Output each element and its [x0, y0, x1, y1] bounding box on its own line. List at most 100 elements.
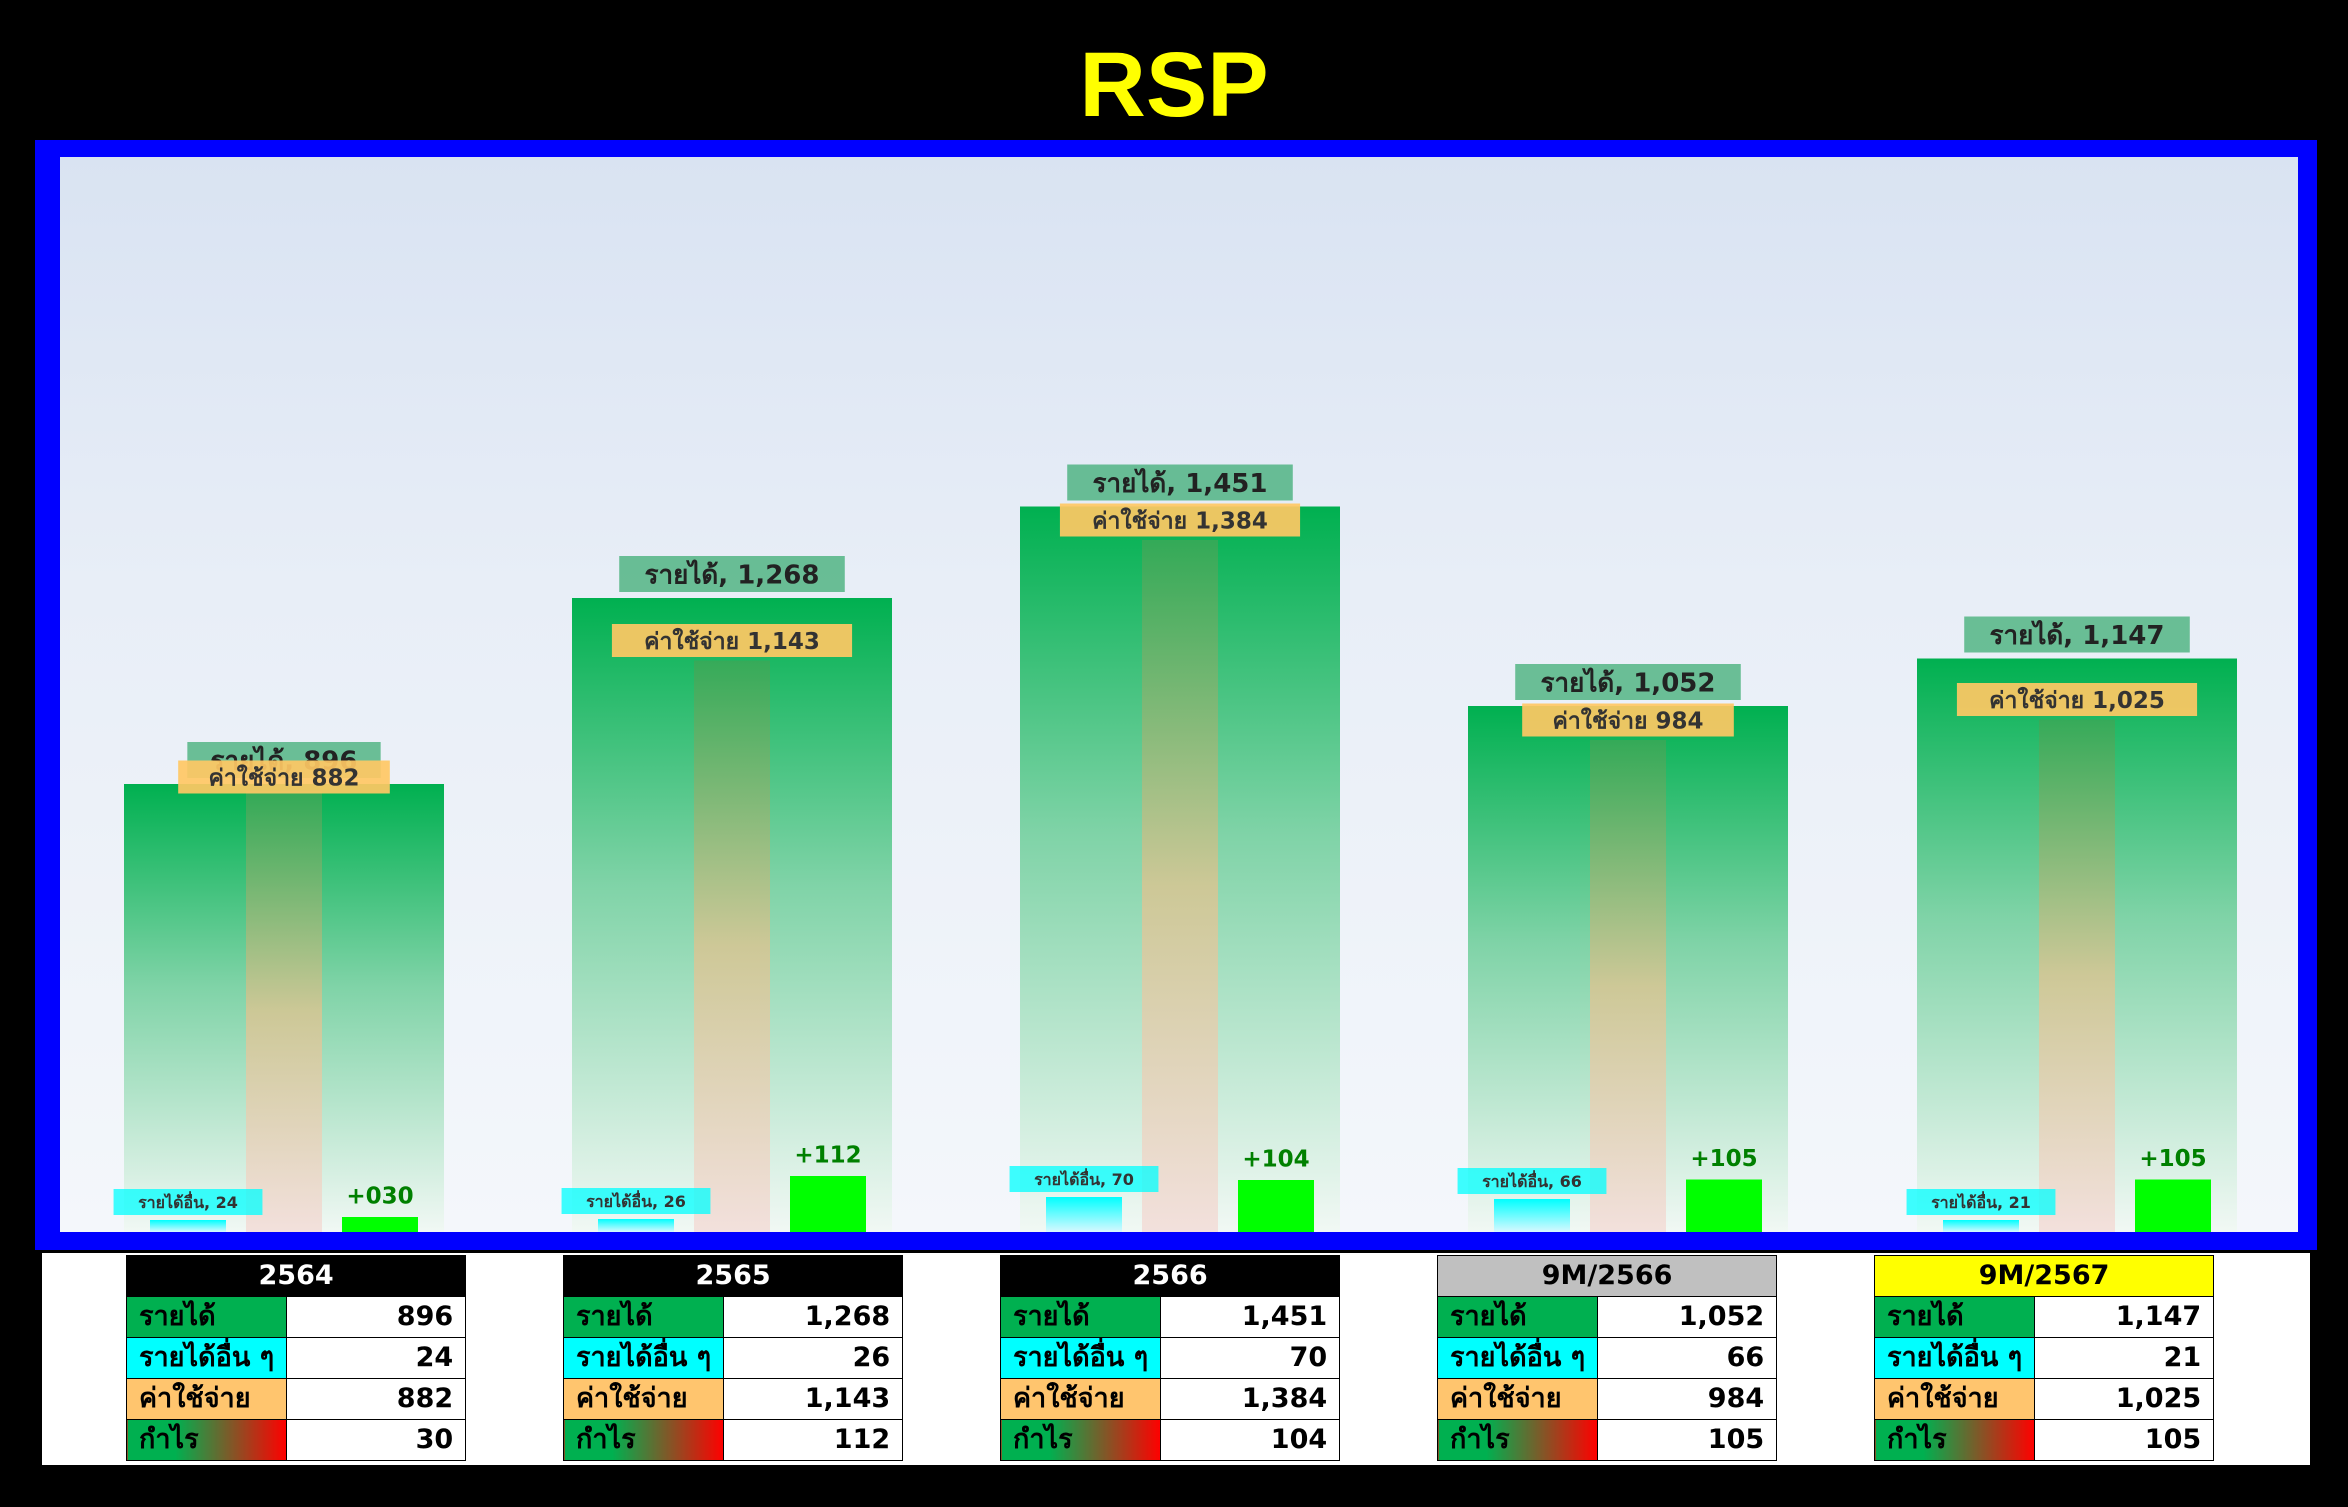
row-value: 66 — [1597, 1337, 1778, 1379]
label-profit-1: +112 — [794, 1142, 861, 1168]
bar-profit-1 — [790, 1176, 866, 1232]
row-value: 26 — [723, 1337, 904, 1379]
row-label: ค่าใช้จ่าย — [1873, 1378, 2036, 1420]
summary-table: 2564 รายได้ 896 รายได้อื่น ๆ 24 ค่าใช้จ่าย 882… — [125, 1255, 467, 1461]
label-other-income-3-text: รายได้อื่น, 66 — [1482, 1170, 1582, 1191]
label-revenue-4-text: รายได้, 1,147 — [1990, 619, 2165, 651]
row-label: รายได้ — [1436, 1296, 1599, 1338]
row-label: รายได้อื่น ๆ — [999, 1337, 1162, 1379]
row-value: 24 — [286, 1337, 467, 1379]
row-label: รายได้อื่น ๆ — [1436, 1337, 1599, 1379]
row-value: 984 — [1597, 1378, 1778, 1420]
summary-table: 2566 รายได้ 1,451 รายได้อื่น ๆ 70 ค่าใช้จ่าย 1… — [999, 1255, 1341, 1461]
label-expense-4-bg — [1956, 683, 2198, 716]
label-profit-1-text: +112 — [794, 1142, 861, 1168]
row-value: 1,052 — [1597, 1296, 1778, 1338]
label-other-income-4: รายได้อื่น, 21 — [1906, 1189, 2056, 1215]
label-profit-0-text: +030 — [346, 1183, 413, 1209]
label-other-income-2-bg — [1009, 1166, 1159, 1192]
bar-profit-4 — [2135, 1179, 2211, 1232]
summary-table: 9M/2567 รายได้ 1,147 รายได้อื่น ๆ 21 ค่าใช้จ่… — [1873, 1255, 2215, 1461]
label-other-income-3-bg — [1457, 1168, 1607, 1194]
bar-expense-3 — [1590, 740, 1666, 1232]
table-row: รายได้ 1,451 — [999, 1296, 1341, 1338]
row-label: รายได้ — [125, 1296, 288, 1338]
label-other-income-2: รายได้อื่น, 70 — [1009, 1166, 1159, 1192]
bar-expense-2 — [1142, 540, 1218, 1232]
table-row: ค่าใช้จ่าย 882 — [125, 1378, 467, 1420]
bar-other-income-0 — [150, 1220, 226, 1232]
bar-expense-0 — [246, 791, 322, 1232]
table-header: 9M/2566 — [1436, 1255, 1778, 1297]
label-revenue-4: รายได้, 1,147 — [1964, 616, 2190, 653]
bar-other-income-1 — [598, 1219, 674, 1232]
table-row: กำไร 112 — [562, 1419, 904, 1461]
row-label: กำไร — [999, 1419, 1162, 1461]
label-other-income-3: รายได้อื่น, 66 — [1457, 1168, 1607, 1194]
label-other-income-4-bg — [1906, 1189, 2056, 1215]
table-row: กำไร 30 — [125, 1419, 467, 1461]
label-revenue-3-bg — [1515, 664, 1741, 700]
label-profit-4-text: +105 — [2139, 1146, 2206, 1172]
row-value: 112 — [723, 1419, 904, 1461]
row-label: ค่าใช้จ่าย — [1436, 1378, 1599, 1420]
table-row: ค่าใช้จ่าย 1,143 — [562, 1378, 904, 1420]
label-profit-2: +104 — [1242, 1146, 1309, 1172]
label-revenue-4-bg — [1964, 616, 2190, 653]
label-expense-0-bg — [178, 760, 390, 794]
table-row: ค่าใช้จ่าย 1,384 — [999, 1378, 1341, 1420]
table-row: รายได้อื่น ๆ 21 — [1873, 1337, 2215, 1379]
table-row: รายได้ 1,268 — [562, 1296, 904, 1338]
bar-profit-0 — [342, 1217, 418, 1232]
label-other-income-0-text: รายได้อื่น, 24 — [138, 1191, 238, 1212]
row-label: รายได้ — [999, 1296, 1162, 1338]
table-header: 2565 — [562, 1255, 904, 1297]
row-label: รายได้อื่น ๆ — [1873, 1337, 2036, 1379]
row-value: 882 — [286, 1378, 467, 1420]
label-expense-0: ค่าใช้จ่าย 882 — [178, 760, 390, 794]
summary-tables: 2564 รายได้ 896 รายได้อื่น ๆ 24 ค่าใช้จ่าย 882… — [42, 1253, 2310, 1465]
label-expense-2-bg — [1059, 503, 1301, 537]
table-row: รายได้ 1,052 — [1436, 1296, 1778, 1338]
table-header: 9M/2567 — [1873, 1255, 2215, 1297]
label-expense-3: ค่าใช้จ่าย 984 — [1522, 703, 1734, 737]
label-expense-0-text: ค่าใช้จ่าย 882 — [208, 763, 359, 791]
label-profit-0: +030 — [346, 1183, 413, 1209]
bar-expense-4 — [2039, 719, 2115, 1232]
label-revenue-2: รายได้, 1,451 — [1067, 464, 1293, 501]
row-label: รายได้อื่น ๆ — [562, 1337, 725, 1379]
row-label: กำไร — [125, 1419, 288, 1461]
row-label: กำไร — [562, 1419, 725, 1461]
bar-profit-2 — [1238, 1180, 1314, 1232]
label-expense-2-text: ค่าใช้จ่าย 1,384 — [1092, 506, 1268, 534]
row-value: 1,384 — [1160, 1378, 1341, 1420]
label-expense-1-text: ค่าใช้จ่าย 1,143 — [644, 627, 820, 655]
label-revenue-1: รายได้, 1,268 — [619, 556, 845, 592]
bar-other-income-2 — [1046, 1197, 1122, 1232]
label-profit-4: +105 — [2139, 1146, 2206, 1172]
row-label: กำไร — [1873, 1419, 2036, 1461]
table-row: กำไร 105 — [1436, 1419, 1778, 1461]
label-other-income-2-text: รายได้อื่น, 70 — [1034, 1168, 1134, 1189]
label-profit-3-text: +105 — [1690, 1146, 1757, 1172]
row-value: 1,451 — [1160, 1296, 1341, 1338]
label-revenue-3-text: รายได้, 1,052 — [1541, 666, 1716, 698]
row-value: 70 — [1160, 1337, 1341, 1379]
bar-other-income-4 — [1943, 1220, 2019, 1232]
label-expense-4-text: ค่าใช้จ่าย 1,025 — [1989, 686, 2165, 714]
label-other-income-0-bg — [113, 1189, 263, 1215]
label-profit-2-text: +104 — [1242, 1146, 1309, 1172]
label-revenue-1-text: รายได้, 1,268 — [645, 558, 820, 590]
label-revenue-2-bg — [1067, 464, 1293, 501]
label-other-income-4-text: รายได้อื่น, 21 — [1931, 1191, 2031, 1212]
bar-expense-1 — [694, 660, 770, 1232]
summary-table: 2565 รายได้ 1,268 รายได้อื่น ๆ 26 ค่าใช้จ่าย 1… — [562, 1255, 904, 1461]
row-value: 105 — [2034, 1419, 2215, 1461]
table-row: รายได้อื่น ๆ 24 — [125, 1337, 467, 1379]
table-row: รายได้ 896 — [125, 1296, 467, 1338]
chart-title: RSP — [1079, 34, 1269, 136]
table-row: รายได้อื่น ๆ 70 — [999, 1337, 1341, 1379]
row-label: รายได้อื่น ๆ — [125, 1337, 288, 1379]
label-other-income-1: รายได้อื่น, 26 — [561, 1188, 711, 1214]
